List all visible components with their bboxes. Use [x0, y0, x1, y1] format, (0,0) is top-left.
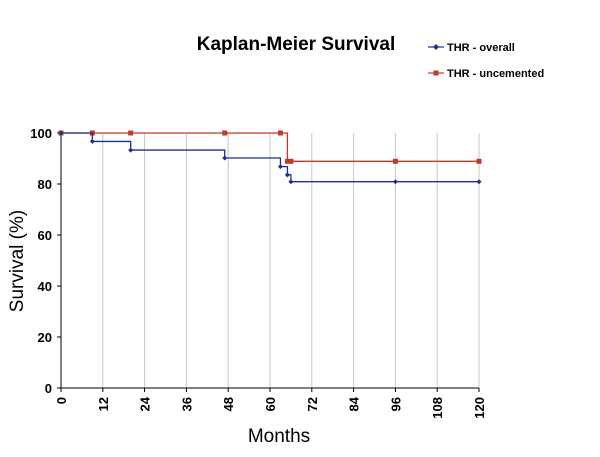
x-tick-label-72: 72 [305, 397, 320, 411]
point-uncemented-5 [284, 158, 290, 164]
legend-label-uncemented: THR - uncemented [447, 68, 544, 80]
x-tick-label-12: 12 [96, 397, 111, 411]
series-line-uncemented [61, 132, 479, 162]
y-tick-label-100: 100 [30, 126, 52, 141]
point-overall-3 [222, 155, 228, 161]
axes [57, 132, 480, 392]
grid [102, 133, 480, 388]
x-tick-label-0: 0 [54, 397, 69, 404]
point-uncemented-3 [222, 130, 228, 136]
x-tick-label-60: 60 [263, 397, 278, 411]
y-tick-label-80: 80 [38, 177, 52, 192]
point-overall-8 [476, 179, 482, 185]
point-overall-5 [284, 172, 290, 178]
point-uncemented-8 [476, 158, 482, 164]
point-overall-1 [89, 138, 95, 144]
x-tick-label-48: 48 [221, 397, 236, 411]
legend-marker-uncemented [433, 70, 439, 76]
legend-label-overall: THR - overall [447, 42, 515, 54]
point-overall-6 [288, 179, 294, 185]
series-layer [58, 130, 482, 185]
y-tick-label-60: 60 [38, 228, 52, 243]
y-tick-label-40: 40 [38, 279, 52, 294]
legend: THR - overall THR - uncemented [428, 42, 544, 80]
y-axis-title: Survival (%) [7, 210, 28, 312]
legend-marker-overall [433, 44, 439, 50]
legend-entry-uncemented: THR - uncemented [428, 68, 544, 80]
point-overall-4 [277, 164, 283, 170]
point-uncemented-7 [392, 158, 398, 164]
series-overall [58, 130, 482, 185]
x-tick-label-84: 84 [347, 396, 362, 411]
y-tick-label-20: 20 [38, 330, 52, 345]
point-uncemented-4 [277, 130, 283, 136]
point-uncemented-6 [288, 158, 294, 164]
x-tick-label-108: 108 [430, 397, 445, 419]
point-overall-7 [392, 179, 398, 185]
x-tick-label-24: 24 [138, 396, 153, 411]
legend-entry-overall: THR - overall [428, 42, 515, 54]
point-overall-2 [128, 147, 134, 153]
point-overall-0 [58, 130, 64, 136]
x-tick-label-120: 120 [472, 397, 487, 419]
chart-title: Kaplan-Meier Survival [197, 34, 396, 55]
x-axis-title: Months [248, 426, 310, 447]
point-uncemented-2 [128, 130, 134, 136]
x-tick-label-36: 36 [179, 397, 194, 411]
x-tick-label-96: 96 [388, 397, 403, 411]
y-tick-label-0: 0 [45, 381, 52, 396]
tick-labels: 0 20 40 60 80 100 0 12 24 36 48 60 72 84 96 108 120 [30, 126, 487, 419]
